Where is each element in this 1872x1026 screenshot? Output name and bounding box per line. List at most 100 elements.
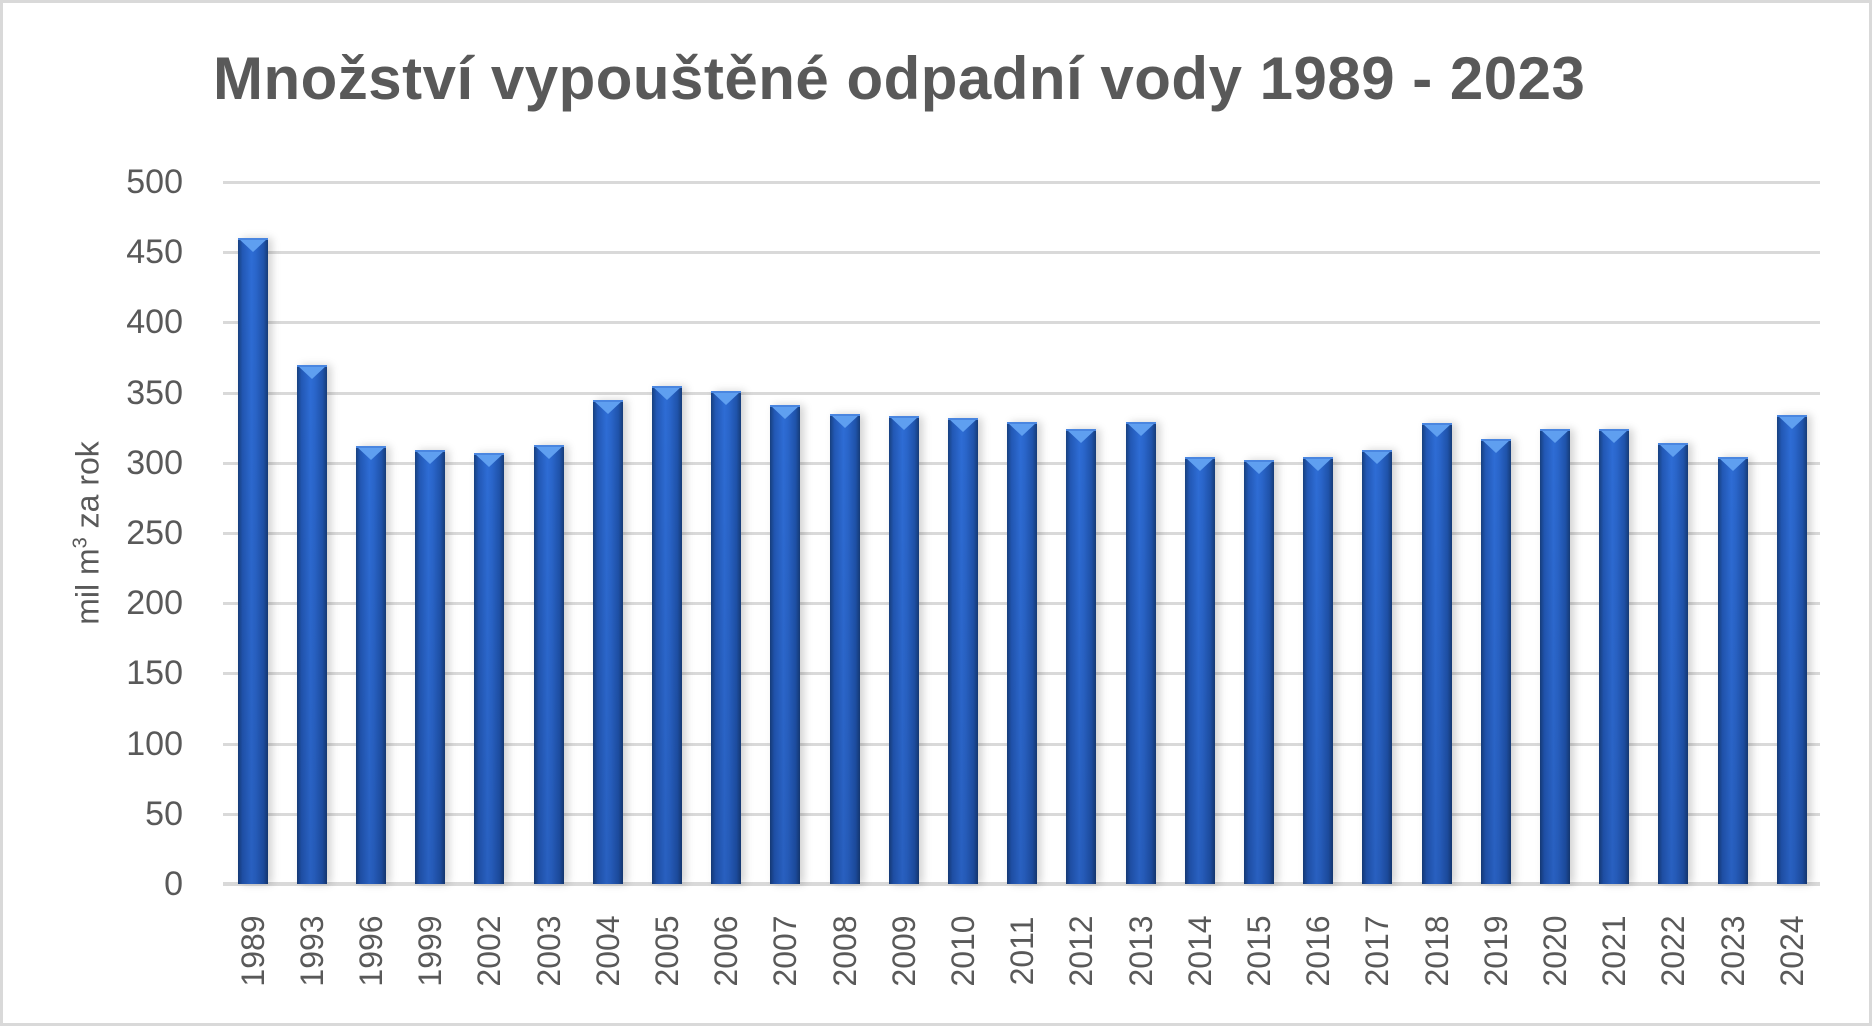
y-tick-label: 200: [126, 584, 183, 623]
bar-2005: [652, 385, 682, 885]
x-tick-label: 1993: [293, 915, 330, 987]
bar-1993: [296, 364, 327, 885]
bar-bevel: [948, 417, 978, 432]
x-tick-label: 2022: [1655, 915, 1692, 987]
bar-top-edge: [1480, 438, 1511, 441]
gridline: [223, 251, 1820, 255]
bar-top-edge: [770, 405, 801, 408]
y-tick-label: 0: [164, 865, 183, 903]
x-tick-label: 2024: [1773, 915, 1810, 987]
bar-bevel: [415, 450, 446, 465]
bar-bevel: [1717, 457, 1748, 472]
y-tick-label: 250: [126, 514, 183, 552]
x-tick-label: 1999: [412, 915, 449, 987]
x-tick-label: 2023: [1714, 915, 1751, 987]
bar-bevel: [652, 385, 682, 400]
bar-top-edge: [1007, 422, 1038, 425]
bar-bevel: [1184, 457, 1215, 472]
x-tick-label: 2017: [1359, 915, 1396, 987]
bar-top-edge: [1776, 415, 1807, 418]
bar-2023: [1717, 457, 1748, 884]
bar-1996: [356, 445, 386, 885]
bar-2004: [592, 399, 623, 885]
bar-2009: [888, 416, 919, 884]
x-tick-label: 2018: [1418, 915, 1455, 987]
bar-2012: [1066, 429, 1097, 884]
bar-bevel: [1599, 429, 1630, 444]
bar-2016: [1303, 457, 1334, 884]
x-tick-label: 2005: [649, 915, 685, 987]
y-tick-label: 100: [126, 724, 183, 763]
y-tick-label: 150: [126, 654, 183, 693]
bar-2010: [948, 417, 978, 885]
bar-bevel: [711, 391, 742, 406]
y-tick-label: 450: [126, 233, 183, 272]
chart-title: Množství vypouštěné odpadní vody 1989 - …: [213, 45, 1586, 112]
bar-2017: [1362, 450, 1393, 884]
bar-bevel: [1480, 438, 1511, 453]
bar-top-edge: [1125, 422, 1156, 425]
bar-2006: [711, 391, 742, 884]
y-tick-label: 50: [145, 794, 183, 833]
bar-2020: [1540, 429, 1570, 884]
x-tick-label: 1989: [234, 915, 271, 987]
bar-1989: [237, 238, 268, 884]
bar-2018: [1421, 423, 1452, 884]
x-tick-label: 2007: [767, 915, 804, 987]
bar-bevel: [770, 405, 801, 420]
bar-top-edge: [1421, 423, 1452, 426]
x-tick-label: 1996: [353, 915, 389, 987]
gridline: [223, 181, 1820, 184]
x-tick-label: 2011: [1004, 916, 1041, 986]
bar-bevel: [829, 413, 860, 428]
bar-bevel: [1007, 422, 1038, 437]
bar-top-edge: [1303, 457, 1334, 460]
bar-top-edge: [888, 416, 919, 419]
x-tick-label: 2002: [471, 915, 508, 987]
bar-2003: [533, 444, 564, 885]
x-tick-label: 2016: [1300, 915, 1337, 987]
bar-2021: [1599, 429, 1630, 884]
bar-bevel: [1125, 422, 1156, 437]
bar-top-edge: [356, 445, 386, 448]
bar-top-edge: [237, 238, 268, 241]
bar-top-edge: [415, 450, 446, 453]
x-axis-line: [223, 882, 1820, 886]
x-tick-label: 2006: [708, 915, 745, 987]
bar-bevel: [1066, 429, 1097, 444]
y-tick-label: 500: [126, 163, 183, 201]
bar-bevel: [1658, 443, 1689, 458]
bar-bevel: [533, 444, 564, 459]
bar-2024: [1776, 415, 1807, 884]
bar-top-edge: [1599, 429, 1630, 432]
bar-2011: [1007, 422, 1038, 884]
bar-2015: [1244, 459, 1274, 884]
bar-top-edge: [1066, 429, 1097, 432]
bar-bevel: [237, 238, 268, 253]
y-tick-label: 400: [126, 303, 183, 342]
bar-2007: [770, 405, 801, 884]
bar-bevel: [1776, 415, 1807, 430]
y-tick-label: 300: [126, 443, 183, 482]
bar-top-edge: [1362, 450, 1393, 453]
bar-bevel: [592, 399, 623, 414]
bar-top-edge: [592, 399, 623, 402]
bar-top-edge: [1244, 459, 1274, 462]
x-tick-label: 2012: [1063, 915, 1100, 987]
bar-top-edge: [1717, 457, 1748, 460]
bar-bevel: [1244, 459, 1274, 474]
bar-top-edge: [296, 364, 327, 367]
x-tick-label: 2020: [1537, 915, 1573, 987]
bar-2008: [829, 413, 860, 885]
bar-2022: [1658, 443, 1689, 884]
x-tick-label: 2004: [589, 915, 626, 987]
bar-bevel: [1303, 457, 1334, 472]
bar-bevel: [356, 445, 386, 460]
bar-bevel: [474, 452, 505, 467]
bar-top-edge: [829, 413, 860, 416]
x-tick-label: 2009: [885, 915, 922, 987]
bar-bevel: [888, 416, 919, 431]
bar-bevel: [1421, 423, 1452, 438]
bar-top-edge: [1540, 429, 1570, 432]
